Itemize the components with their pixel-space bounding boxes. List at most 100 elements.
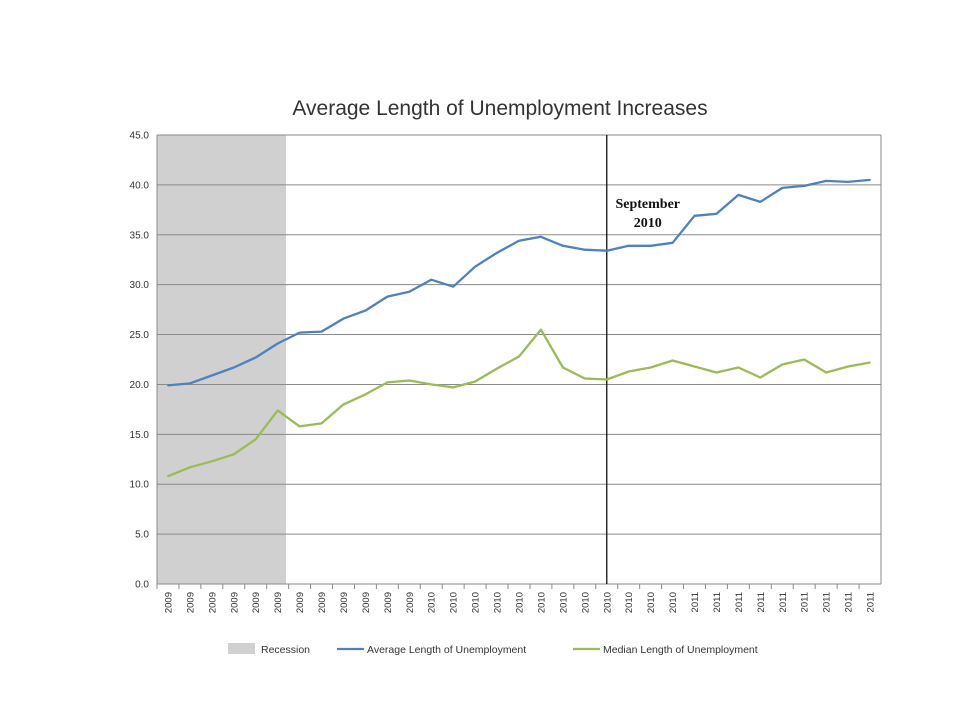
data-point: [276, 409, 279, 412]
data-point: [869, 361, 871, 364]
data-point: [496, 367, 498, 370]
data-point: [649, 366, 652, 369]
x-tick-label: 2010: [558, 592, 569, 613]
recession-band: [157, 135, 287, 584]
x-tick-label: 2011: [734, 592, 745, 612]
x-tick-label: 2011: [690, 592, 701, 612]
x-tick-label: 2009: [207, 592, 218, 613]
data-point: [430, 383, 433, 386]
data-point: [189, 382, 191, 385]
x-tick-label: 2011: [844, 592, 855, 612]
x-tick-label: 2011: [800, 592, 811, 612]
x-tick-label: 2009: [295, 592, 306, 613]
x-tick-label: 2010: [515, 592, 526, 613]
data-point: [671, 359, 674, 362]
y-tick-label: 5.0: [135, 530, 149, 541]
data-point: [803, 184, 806, 187]
data-point: [474, 265, 477, 268]
data-point: [452, 386, 455, 389]
y-tick-label: 30.0: [130, 280, 150, 291]
data-point: [518, 355, 520, 358]
data-point: [298, 425, 301, 428]
x-tick-label: 2010: [624, 592, 635, 613]
data-point: [693, 214, 696, 217]
data-point: [364, 393, 367, 396]
data-point: [430, 278, 433, 281]
data-point: [474, 380, 477, 383]
data-point: [693, 365, 696, 368]
data-point: [254, 438, 257, 441]
x-tick-label: 2009: [317, 592, 328, 613]
recession-band-layer: [157, 135, 287, 584]
y-tick-label: 15.0: [130, 430, 150, 441]
legend-swatch-recession: [228, 643, 255, 654]
data-point: [847, 180, 849, 183]
x-tick-label: 2010: [493, 592, 504, 613]
data-point: [342, 403, 345, 406]
y-tick-label: 45.0: [130, 131, 150, 142]
data-point: [781, 363, 784, 366]
x-tick-label: 2009: [383, 592, 394, 613]
data-point: [627, 244, 630, 247]
data-point: [452, 285, 455, 288]
data-point: [583, 377, 586, 380]
x-tick-label: 2010: [602, 592, 613, 613]
data-point: [320, 330, 323, 333]
data-point: [605, 378, 608, 381]
x-tick-label: 2009: [361, 592, 372, 613]
data-point: [847, 365, 849, 368]
data-point: [364, 309, 367, 312]
x-tick-label: 2010: [449, 592, 460, 613]
data-point: [737, 366, 740, 369]
data-point: [825, 371, 828, 374]
y-tick-label: 40.0: [130, 180, 150, 191]
data-point: [671, 241, 674, 244]
x-tick-label: 2011: [778, 592, 789, 612]
y-tick-label: 10.0: [130, 480, 150, 491]
data-point: [627, 370, 630, 373]
x-tick-label: 2009: [405, 592, 416, 613]
data-point: [342, 317, 345, 320]
y-tick-label: 25.0: [130, 330, 150, 341]
data-point: [298, 331, 301, 334]
chart-title: Average Length of Unemployment Increases: [292, 97, 707, 120]
data-point: [254, 356, 257, 359]
data-point: [649, 244, 652, 247]
legend: Recession Average Length of Unemployment…: [228, 643, 758, 656]
gridlines: [156, 134, 882, 589]
data-point: [715, 371, 718, 374]
x-tick-label: 2009: [251, 592, 262, 613]
data-point: [759, 200, 762, 203]
data-point: [715, 212, 718, 215]
x-tick-label: 2009: [339, 592, 350, 613]
data-point: [496, 251, 498, 254]
annotation-layer: September 2010: [606, 135, 680, 584]
legend-label-recession: Recession: [261, 644, 310, 656]
data-point: [276, 342, 279, 345]
data-point: [408, 379, 411, 382]
x-tick-label: 2011: [822, 592, 833, 612]
data-point: [825, 179, 828, 182]
data-point: [759, 376, 762, 379]
data-point: [320, 422, 323, 425]
x-axis-ticks: 2009 2009 2009 2009 2009 2009 2009 2009 2009 2009…: [163, 592, 876, 613]
data-point: [803, 358, 806, 361]
data-point: [583, 248, 586, 251]
data-point: [408, 290, 411, 293]
y-axis-ticks: 0.0 5.0 10.0 15.0 20.0 25.0 30.0 35.0 40.0 45.0: [130, 131, 150, 591]
data-point: [869, 179, 871, 181]
data-point: [737, 193, 740, 196]
x-tick-label: 2010: [668, 592, 679, 613]
x-tick-label: 2010: [580, 592, 591, 613]
data-point: [561, 366, 564, 369]
data-point: [561, 244, 564, 247]
data-point: [210, 460, 213, 463]
data-point: [605, 249, 608, 252]
series-layer: [167, 178, 871, 478]
data-point: [232, 453, 235, 456]
data-point: [167, 475, 169, 478]
x-tick-label: 2010: [646, 592, 657, 613]
data-point: [386, 381, 389, 384]
x-tick-label: 2010: [427, 592, 438, 613]
